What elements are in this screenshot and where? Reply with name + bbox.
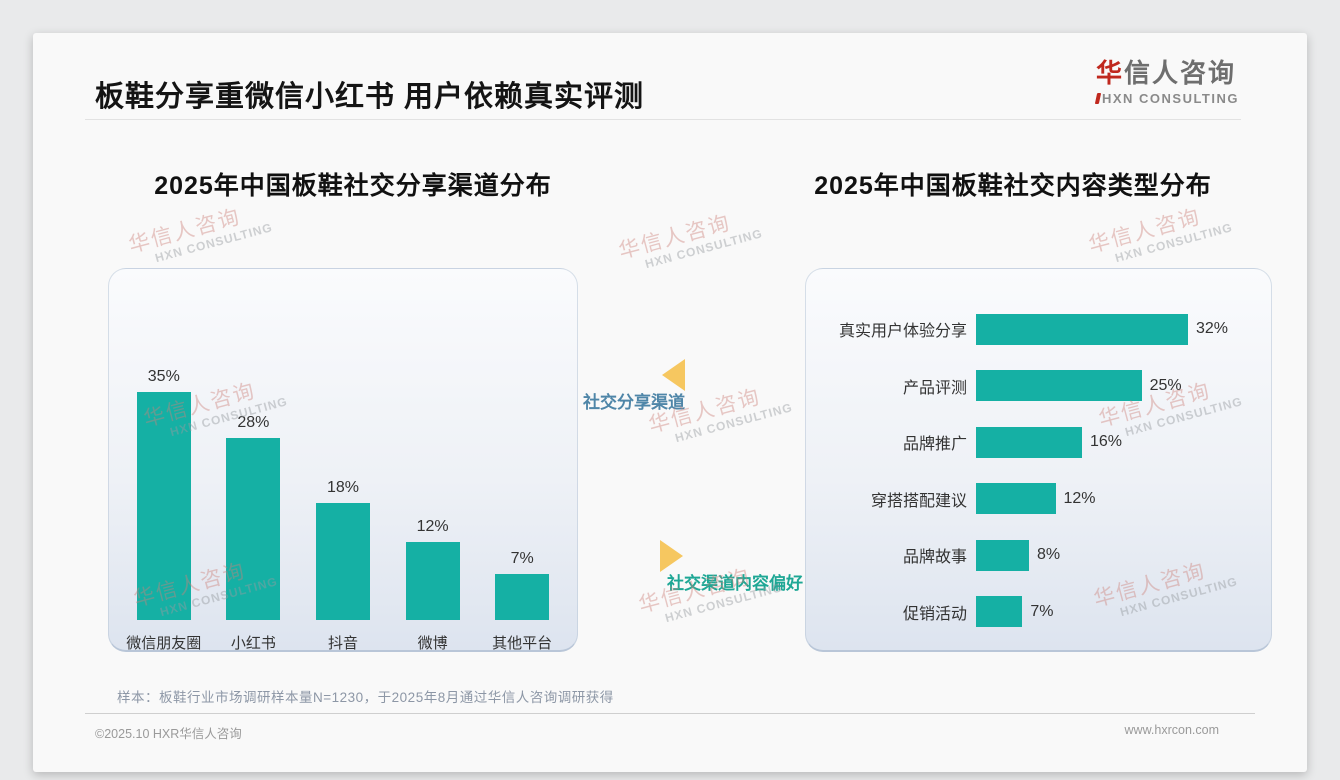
sample-note: 样本：板鞋行业市场调研样本量N=1230，于2025年8月通过华信人咨询调研获得 xyxy=(117,690,614,705)
bar xyxy=(315,502,370,620)
horizontal-bar-chart: 真实用户体验分享 32% 产品评测 25% 品牌推广 16% 穿搭搭配建议 12% 品牌故事 8%… xyxy=(806,301,1271,640)
bar-value-label: 12% xyxy=(416,517,449,535)
bar xyxy=(976,596,1023,628)
report-card: 板鞋分享重微信小红书 用户依赖真实评测 华信人咨询 HXN CONSULTING… xyxy=(33,33,1307,772)
bar-value-label: 28% xyxy=(237,413,270,431)
bar-row: 产品评测 25% xyxy=(806,358,1271,415)
watermark: 华信人咨询 HXN CONSULTING xyxy=(1086,205,1235,266)
bar-value-label: 25% xyxy=(1149,376,1182,394)
bar-row: 促销活动 7% xyxy=(806,584,1271,641)
bar-category-label: 促销活动 xyxy=(902,605,967,623)
logo-en-text: HXN CONSULTING xyxy=(1094,91,1239,106)
footer-copyright: ©2025.10 HXR华信人咨询 xyxy=(95,727,242,741)
bar-value-label: 35% xyxy=(147,368,180,385)
bar-category-label: 真实用户体验分享 xyxy=(838,323,967,341)
bar xyxy=(976,539,1029,571)
bar xyxy=(226,437,281,620)
bar-column: 7% 其他平台 xyxy=(492,550,553,652)
bar-column: 35% 微信朋友圈 xyxy=(126,368,202,652)
watermark: 华信人咨询 HXN CONSULTING xyxy=(616,211,765,272)
bar-category-label: 品牌故事 xyxy=(902,549,967,567)
bar xyxy=(976,313,1188,345)
right-chart-panel: 真实用户体验分享 32% 产品评测 25% 品牌推广 16% 穿搭搭配建议 12% 品牌故事 8%… xyxy=(805,268,1272,652)
logo-cn-text: 华信人咨询 xyxy=(1095,58,1236,88)
bar-value-label: 18% xyxy=(326,478,359,496)
footer-website: www.hxrcon.com xyxy=(1124,723,1219,737)
vertical-bar-chart: 35% 微信朋友圈 28% 小红书 18% 抖音 12% 微博 7% 其他平台 xyxy=(119,269,567,652)
bar-value-label: 32% xyxy=(1196,320,1229,338)
bar-column: 12% 微博 xyxy=(388,517,478,652)
bar xyxy=(405,541,460,620)
bar-category-label: 品牌推广 xyxy=(902,436,967,454)
bar-category-label: 产品评测 xyxy=(902,379,967,397)
bar-column: 28% 小红书 xyxy=(209,413,299,652)
page-title: 板鞋分享重微信小红书 用户依赖真实评测 xyxy=(95,81,645,113)
left-arrow-icon xyxy=(662,359,685,391)
share-channel-annotation: 社交分享渠道 xyxy=(583,393,685,412)
header-divider xyxy=(85,119,1241,120)
bar-row: 穿搭搭配建议 12% xyxy=(806,471,1271,528)
content-preference-annotation: 社交渠道内容偏好 xyxy=(667,574,803,593)
logo-red-mark-icon xyxy=(1094,93,1102,104)
bar xyxy=(976,426,1082,458)
bar xyxy=(976,483,1056,515)
bar-category-label: 穿搭搭配建议 xyxy=(870,492,967,510)
company-logo: 华信人咨询 HXN CONSULTING xyxy=(1094,53,1239,106)
left-chart-panel: 35% 微信朋友圈 28% 小红书 18% 抖音 12% 微博 7% 其他平台 xyxy=(108,268,578,652)
bar-row: 真实用户体验分享 32% xyxy=(806,301,1271,358)
bar-value-label: 7% xyxy=(1030,602,1054,620)
bar-value-label: 16% xyxy=(1090,433,1123,451)
bar-value-label: 7% xyxy=(510,550,534,568)
bar-row: 品牌故事 8% xyxy=(806,527,1271,584)
bar xyxy=(495,574,550,620)
footer-divider xyxy=(85,713,1255,714)
right-chart-title: 2025年中国板鞋社交内容类型分布 xyxy=(814,172,1212,200)
bar xyxy=(976,370,1142,402)
bar-value-label: 8% xyxy=(1037,546,1061,564)
bar-column: 18% 抖音 xyxy=(298,478,388,652)
left-chart-title: 2025年中国板鞋社交分享渠道分布 xyxy=(154,172,552,200)
right-arrow-icon xyxy=(660,540,683,572)
bar-value-label: 12% xyxy=(1063,489,1096,507)
bar xyxy=(136,392,191,620)
bar-row: 品牌推广 16% xyxy=(806,414,1271,471)
watermark: 华信人咨询 HXN CONSULTING xyxy=(126,205,275,266)
